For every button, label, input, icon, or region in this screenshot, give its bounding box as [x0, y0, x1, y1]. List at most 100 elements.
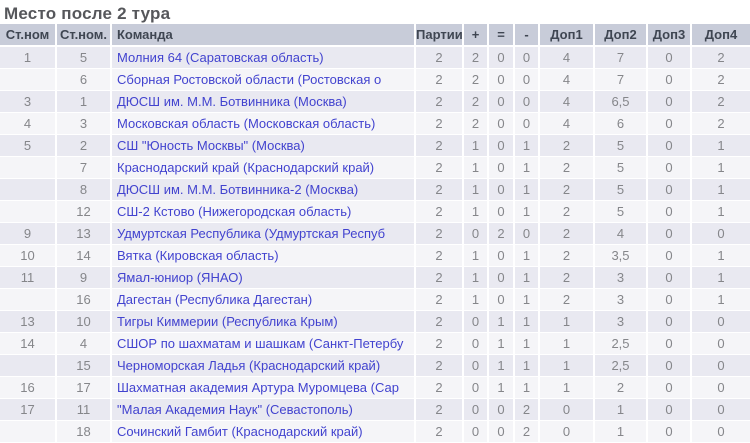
- dop4-cell: 0: [691, 398, 750, 421]
- games-cell: 2: [415, 354, 464, 377]
- seed-cell: 6: [56, 68, 112, 91]
- dop4-cell: 0: [691, 420, 750, 443]
- dop2-cell: 3: [594, 310, 648, 333]
- dop2-cell: 2: [594, 376, 648, 399]
- table-row: 5 2 СШ "Юность Москвы" (Москва) 2 1 0 1 2 5 0 1: [0, 134, 750, 157]
- place-cell: 13: [0, 310, 57, 333]
- seed-cell: 11: [56, 398, 112, 421]
- team-link[interactable]: Тигры Киммерии (Республика Крым): [117, 314, 338, 329]
- table-row: 1 5 Молния 64 (Саратовская область) 2 2 0 0 4 7 0…: [0, 46, 750, 69]
- draws-cell: 0: [488, 68, 515, 91]
- dop1-cell: 2: [539, 222, 595, 245]
- team-link[interactable]: Сборная Ростовской области (Ростовская о: [117, 72, 382, 87]
- table-row: 16 Дагестан (Республика Дагестан) 2 1 0 1 2 3 0 1: [0, 288, 750, 311]
- dop3-cell: 0: [647, 354, 692, 377]
- team-link[interactable]: Ямал-юниор (ЯНАО): [117, 270, 243, 285]
- team-cell: СШ "Юность Москвы" (Москва): [111, 134, 416, 157]
- dop1-cell: 2: [539, 244, 595, 267]
- dop3-cell: 0: [647, 288, 692, 311]
- dop4-cell: 0: [691, 376, 750, 399]
- place-cell: [0, 200, 57, 223]
- team-link[interactable]: Шахматная академия Артура Муромцева (Сар: [117, 380, 399, 395]
- dop3-cell: 0: [647, 200, 692, 223]
- games-cell: 2: [415, 420, 464, 443]
- wins-cell: 0: [463, 222, 489, 245]
- dop3-cell: 0: [647, 156, 692, 179]
- team-link[interactable]: СШ-2 Кстово (Нижегородская область): [117, 204, 352, 219]
- seed-cell: 4: [56, 332, 112, 355]
- team-link[interactable]: Черноморская Ладья (Краснодарский край): [117, 358, 381, 373]
- dop1-cell: 4: [539, 68, 595, 91]
- team-link[interactable]: ДЮСШ им. М.М. Ботвинника (Москва): [117, 94, 347, 109]
- wins-cell: 2: [463, 68, 489, 91]
- dop1-cell: 2: [539, 200, 595, 223]
- team-link[interactable]: "Малая Академия Наук" (Севастополь): [117, 402, 353, 417]
- draws-cell: 1: [488, 332, 515, 355]
- draws-cell: 0: [488, 244, 515, 267]
- dop4-cell: 0: [691, 354, 750, 377]
- dop1-cell: 1: [539, 332, 595, 355]
- draws-cell: 0: [488, 156, 515, 179]
- column-header-losses: -: [514, 24, 540, 47]
- draws-cell: 0: [488, 398, 515, 421]
- dop3-cell: 0: [647, 332, 692, 355]
- team-link[interactable]: Удмуртская Республика (Удмуртская Респуб: [117, 226, 386, 241]
- dop1-cell: 2: [539, 266, 595, 289]
- wins-cell: 1: [463, 266, 489, 289]
- games-cell: 2: [415, 90, 464, 113]
- draws-cell: 0: [488, 178, 515, 201]
- wins-cell: 0: [463, 376, 489, 399]
- games-cell: 2: [415, 332, 464, 355]
- dop2-cell: 7: [594, 68, 648, 91]
- standings-table: Ст.ном Ст.ном. Команда Партии + = - Доп1…: [0, 24, 750, 443]
- team-link[interactable]: Сочинский Гамбит (Краснодарский край): [117, 424, 363, 439]
- place-cell: [0, 288, 57, 311]
- team-link[interactable]: Молния 64 (Саратовская область): [117, 50, 324, 65]
- team-link[interactable]: ДЮСШ им. М.М. Ботвинника-2 (Москва): [117, 182, 359, 197]
- dop1-cell: 1: [539, 376, 595, 399]
- losses-cell: 0: [514, 112, 540, 135]
- games-cell: 2: [415, 68, 464, 91]
- draws-cell: 1: [488, 310, 515, 333]
- dop3-cell: 0: [647, 398, 692, 421]
- dop3-cell: 0: [647, 266, 692, 289]
- dop4-cell: 1: [691, 200, 750, 223]
- seed-cell: 3: [56, 112, 112, 135]
- standings-body: 1 5 Молния 64 (Саратовская область) 2 2 0 0 4 7 0…: [0, 46, 750, 443]
- column-header-team: Команда: [111, 24, 416, 47]
- team-link[interactable]: Московская область (Московская область): [117, 116, 376, 131]
- dop3-cell: 0: [647, 134, 692, 157]
- dop1-cell: 4: [539, 112, 595, 135]
- losses-cell: 0: [514, 90, 540, 113]
- games-cell: 2: [415, 134, 464, 157]
- team-link[interactable]: Вятка (Кировская область): [117, 248, 279, 263]
- dop4-cell: 0: [691, 332, 750, 355]
- games-cell: 2: [415, 46, 464, 69]
- seed-cell: 18: [56, 420, 112, 443]
- place-cell: 1: [0, 46, 57, 69]
- wins-cell: 1: [463, 178, 489, 201]
- losses-cell: 1: [514, 332, 540, 355]
- wins-cell: 1: [463, 134, 489, 157]
- losses-cell: 1: [514, 134, 540, 157]
- dop3-cell: 0: [647, 310, 692, 333]
- team-link[interactable]: СШОР по шахматам и шашкам (Санкт-Петербу: [117, 336, 404, 351]
- losses-cell: 0: [514, 68, 540, 91]
- team-link[interactable]: Дагестан (Республика Дагестан): [117, 292, 313, 307]
- team-link[interactable]: СШ "Юность Москвы" (Москва): [117, 138, 305, 153]
- dop2-cell: 6: [594, 112, 648, 135]
- dop1-cell: 2: [539, 178, 595, 201]
- team-link[interactable]: Краснодарский край (Краснодарский край): [117, 160, 375, 175]
- table-row: 9 13 Удмуртская Республика (Удмуртская Рес…: [0, 222, 750, 245]
- wins-cell: 1: [463, 156, 489, 179]
- dop2-cell: 3: [594, 288, 648, 311]
- draws-cell: 1: [488, 376, 515, 399]
- dop1-cell: 1: [539, 310, 595, 333]
- dop4-cell: 1: [691, 288, 750, 311]
- dop3-cell: 0: [647, 68, 692, 91]
- losses-cell: 1: [514, 288, 540, 311]
- column-header-draws: =: [488, 24, 515, 47]
- place-cell: [0, 354, 57, 377]
- dop2-cell: 1: [594, 398, 648, 421]
- wins-cell: 1: [463, 244, 489, 267]
